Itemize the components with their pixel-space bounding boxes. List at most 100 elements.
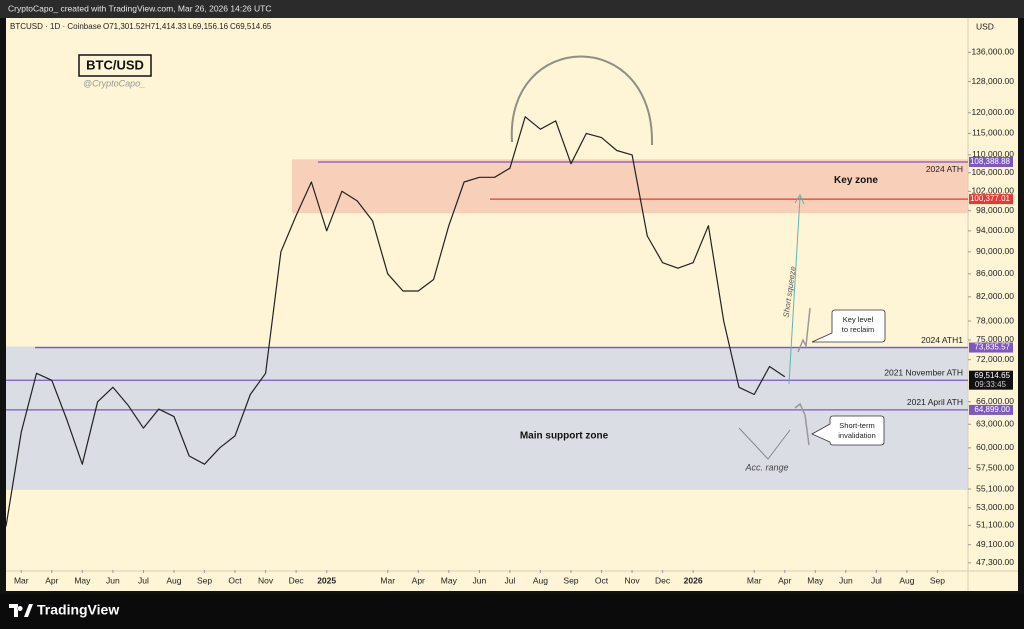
zone [6,346,968,490]
x-tick-label: Oct [595,575,609,585]
logo-icon [9,604,33,617]
arrow-head [794,193,805,205]
y-tick-label: 110,000.00 [972,149,1014,159]
x-tick-label: May [807,575,824,585]
x-tick-label: Nov [258,575,274,585]
y-tick-label: 66,000.00 [976,396,1014,406]
y-tick-label: 102,000.00 [971,186,1014,196]
level-name: 2021 April ATH [907,397,963,407]
y-tick-label: 136,000.00 [971,47,1014,57]
price-box-label: 100,377.01 [970,194,1011,203]
x-tick-label: Dec [289,575,305,585]
zone [292,159,968,214]
zigzag [797,307,811,353]
x-tick-label: Oct [228,575,242,585]
footer-brand: TradingView [37,602,119,618]
chart-area [6,18,1018,591]
callout-text: Key level [843,315,874,324]
x-tick-label: Sep [930,575,945,585]
price-box-label: 64,899.00 [974,405,1010,414]
y-tick-label: 51,100.00 [976,520,1014,530]
price-box [969,342,1013,353]
badge-box [78,54,152,77]
x-tick-label: Dec [655,575,671,585]
level-name: 2024 ATH1 [921,335,963,345]
footer [0,594,1024,629]
x-tick-label: Mar [747,575,762,585]
y-tick-label: 115,000.00 [972,128,1014,138]
x-tick-label: Aug [533,575,548,585]
y-tick-label: 128,000.00 [971,76,1014,86]
top-bar [0,0,1024,18]
squeeze-arrow [788,196,801,385]
x-tick-label: Apr [45,575,58,585]
y-tick-label: 94,000.00 [976,225,1014,235]
y-tick-label: 47,300.00 [976,557,1014,567]
y-tick-label: 106,000.00 [971,167,1014,177]
y-tick-label: 75,000.00 [976,334,1014,344]
ohlc-close: C69,514.65 [230,22,272,31]
range-drawing [738,427,791,460]
handle: @CryptoCapo_ [83,78,145,88]
callout-text: Short-term [839,421,874,430]
y-tick-label: 82,000.00 [976,291,1014,301]
zone-label: Main support zone [520,431,609,442]
x-tick-label: Jun [473,575,487,585]
y-tick-label: 78,000.00 [976,315,1014,325]
x-tick-label: May [441,575,458,585]
level-name: 2024 ATH [926,164,963,174]
ohlc-open: O71,301.52 [103,22,145,31]
callout-text: invalidation [838,431,876,440]
callout [811,415,885,446]
y-tick-label: 55,100.00 [976,483,1014,493]
currency: USD [976,21,994,31]
arc-drawing [510,55,654,146]
x-tick-label: Aug [899,575,914,585]
callout [811,309,886,343]
y-tick-label: 90,000.00 [976,246,1014,256]
symbol: BTCUSD · 1D · Coinbase [10,22,102,31]
x-tick-label: Nov [625,575,641,585]
last-price-label: 69,514.65 [974,371,1010,380]
badge: BTC/USD [86,57,144,72]
x-tick-label: Jul [504,575,515,585]
x-tick-label: Mar [14,575,29,585]
x-tick-label: Sep [197,575,212,585]
range-label: Acc. range [744,462,788,472]
x-tick-label: Jun [106,575,120,585]
attribution: CryptoCapo_ created with TradingView.com… [8,3,271,13]
x-tick-label: Jun [839,575,853,585]
ohlc-high: H71,414.33 [145,22,187,31]
y-tick-label: 57,500.00 [976,463,1014,473]
y-tick-label: 49,100.00 [976,539,1014,549]
price-box [969,156,1013,167]
callout-text: to reclaim [842,325,875,334]
x-tick-label: Jul [138,575,149,585]
price-line [5,116,786,527]
zigzag [794,402,810,446]
y-tick-label: 53,000.00 [976,502,1014,512]
y-tick-label: 63,000.00 [976,419,1014,429]
x-tick-label: Aug [166,575,181,585]
price-box [969,194,1013,205]
level-name: 2021 November ATH [884,368,963,378]
x-tick-label: Apr [412,575,425,585]
y-tick-label: 60,000.00 [976,442,1014,452]
x-tick-label: Sep [563,575,578,585]
y-tick-label: 72,000.00 [976,354,1014,364]
x-tick-label: Apr [778,575,791,585]
y-tick-label: 120,000.00 [971,107,1014,117]
x-tick-label: May [74,575,91,585]
y-tick-label: 98,000.00 [976,205,1014,215]
price-box-label: 108,388.88 [970,157,1011,166]
price-box-label: 73,835.57 [974,343,1010,352]
ohlc-low: L69,156.16 [188,22,229,31]
x-tick-label: 2025 [317,575,336,585]
y-tick-label: 86,000.00 [976,268,1014,278]
last-price-box [969,370,1013,390]
x-tick-label: Jul [871,575,882,585]
price-box [969,404,1013,415]
x-tick-label: Mar [380,575,395,585]
countdown: 09:33:45 [975,380,1007,389]
